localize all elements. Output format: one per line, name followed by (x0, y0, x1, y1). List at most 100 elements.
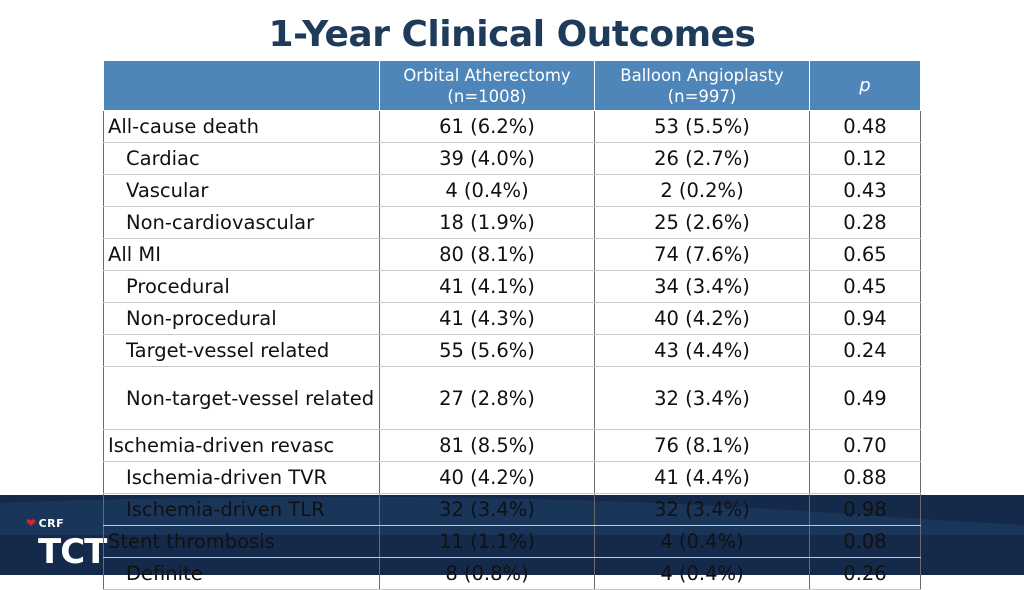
row-label: Target-vessel related (103, 334, 380, 367)
table-row: Ischemia-driven TVR 40 (4.2%) 41 (4.4%) 0.8… (103, 461, 921, 494)
row-label-text: Ischemia-driven TLR (126, 498, 325, 521)
cell-p-value: 0.24 (809, 334, 921, 367)
crf-logo-text: ❤ CRF (26, 516, 65, 530)
table-header: Orbital Atherectomy (n=1008) Balloon Ang… (103, 60, 921, 111)
row-label-text: All MI (108, 243, 161, 266)
row-label-text: Ischemia-driven TVR (126, 466, 328, 489)
cell-orbital-atherectomy: 41 (4.3%) (379, 302, 595, 335)
cell-balloon-angioplasty: 32 (3.4%) (594, 366, 810, 430)
row-label-text: Non-cardiovascular (126, 211, 315, 234)
cell-orbital-atherectomy: 40 (4.2%) (379, 461, 595, 494)
slide-title: 1-Year Clinical Outcomes (268, 14, 756, 55)
cell-p-value: 0.94 (809, 302, 921, 335)
cell-balloon-angioplasty: 25 (2.6%) (594, 206, 810, 239)
header-oa-n: (n=1008) (447, 86, 527, 106)
cell-p-value: 0.12 (809, 142, 921, 175)
cell-orbital-atherectomy: 81 (8.5%) (379, 429, 595, 462)
header-balloon-angioplasty: Balloon Angioplasty (n=997) (594, 60, 810, 111)
row-label: All-cause death (103, 110, 380, 143)
row-label: Vascular (103, 174, 380, 207)
table-row: Definite 8 (0.8%) 4 (0.4%) 0.26 (103, 557, 921, 590)
cell-orbital-atherectomy: 61 (6.2%) (379, 110, 595, 143)
cell-balloon-angioplasty: 32 (3.4%) (594, 493, 810, 526)
row-label: All MI (103, 238, 380, 271)
cell-p-value: 0.45 (809, 270, 921, 303)
cell-balloon-angioplasty: 76 (8.1%) (594, 429, 810, 462)
header-p-value: p (809, 60, 921, 111)
row-label-text: Non-procedural (126, 307, 277, 330)
row-label: Definite (103, 557, 380, 590)
cell-orbital-atherectomy: 18 (1.9%) (379, 206, 595, 239)
cell-balloon-angioplasty: 2 (0.2%) (594, 174, 810, 207)
table-row: Stent thrombosis 11 (1.1%) 4 (0.4%) 0.08 (103, 525, 921, 558)
row-label-text: Stent thrombosis (108, 530, 275, 553)
cell-p-value: 0.98 (809, 493, 921, 526)
cell-p-value: 0.08 (809, 525, 921, 558)
cell-p-value: 0.26 (809, 557, 921, 590)
row-label: Ischemia-driven revasc (103, 429, 380, 462)
row-label-text: Cardiac (126, 147, 200, 170)
cell-orbital-atherectomy: 55 (5.6%) (379, 334, 595, 367)
cell-orbital-atherectomy: 80 (8.1%) (379, 238, 595, 271)
row-label: Ischemia-driven TVR (103, 461, 380, 494)
row-label: Procedural (103, 270, 380, 303)
row-label: Stent thrombosis (103, 525, 380, 558)
header-ba-n: (n=997) (667, 86, 737, 106)
table-row: Non-target-vessel related 27 (2.8%) 32 (3.… (103, 366, 921, 430)
row-label-text: Vascular (126, 179, 209, 202)
row-label-text: Procedural (126, 275, 230, 298)
table-row: Ischemia-driven revasc 81 (8.5%) 76 (8.1%)… (103, 429, 921, 462)
cell-balloon-angioplasty: 40 (4.2%) (594, 302, 810, 335)
table-row: Non-procedural 41 (4.3%) 40 (4.2%) 0.94 (103, 302, 921, 335)
table-row: Non-cardiovascular 18 (1.9%) 25 (2.6%) 0.28 (103, 206, 921, 239)
crf-tct-logo: ❤ CRF TCT (22, 514, 112, 572)
cell-p-value: 0.70 (809, 429, 921, 462)
header-blank (103, 60, 380, 111)
table-row: Vascular 4 (0.4%) 2 (0.2%) 0.43 (103, 174, 921, 207)
tct-logo-text: TCT (38, 532, 107, 572)
row-label: Non-target-vessel related (103, 366, 380, 430)
cell-p-value: 0.49 (809, 366, 921, 430)
row-label: Ischemia-driven TLR (103, 493, 380, 526)
row-label-text: Ischemia-driven revasc (108, 434, 335, 457)
table-row: Cardiac 39 (4.0%) 26 (2.7%) 0.12 (103, 142, 921, 175)
cell-balloon-angioplasty: 34 (3.4%) (594, 270, 810, 303)
cell-p-value: 0.88 (809, 461, 921, 494)
cell-balloon-angioplasty: 4 (0.4%) (594, 557, 810, 590)
cell-balloon-angioplasty: 74 (7.6%) (594, 238, 810, 271)
cell-balloon-angioplasty: 53 (5.5%) (594, 110, 810, 143)
cell-orbital-atherectomy: 27 (2.8%) (379, 366, 595, 430)
cell-orbital-atherectomy: 39 (4.0%) (379, 142, 595, 175)
row-label-text: Target-vessel related (126, 339, 330, 362)
table-row: Target-vessel related 55 (5.6%) 43 (4.4%) 0… (103, 334, 921, 367)
table-row: Procedural 41 (4.1%) 34 (3.4%) 0.45 (103, 270, 921, 303)
row-label-text: Non-target-vessel related (126, 386, 375, 410)
cell-orbital-atherectomy: 4 (0.4%) (379, 174, 595, 207)
header-ba-name: Balloon Angioplasty (620, 65, 784, 85)
cell-p-value: 0.43 (809, 174, 921, 207)
table-body: All-cause death 61 (6.2%) 53 (5.5%) 0.48 Car… (103, 110, 921, 590)
row-label-text: Definite (126, 562, 203, 585)
row-label-text: All-cause death (108, 115, 259, 138)
cell-balloon-angioplasty: 4 (0.4%) (594, 525, 810, 558)
row-label: Non-procedural (103, 302, 380, 335)
table-row: Ischemia-driven TLR 32 (3.4%) 32 (3.4%) 0.9… (103, 493, 921, 526)
cell-orbital-atherectomy: 41 (4.1%) (379, 270, 595, 303)
cell-orbital-atherectomy: 11 (1.1%) (379, 525, 595, 558)
heart-icon: ❤ (26, 516, 37, 530)
cell-balloon-angioplasty: 43 (4.4%) (594, 334, 810, 367)
table-row: All-cause death 61 (6.2%) 53 (5.5%) 0.48 (103, 110, 921, 143)
cell-balloon-angioplasty: 26 (2.7%) (594, 142, 810, 175)
cell-p-value: 0.28 (809, 206, 921, 239)
header-oa-name: Orbital Atherectomy (403, 65, 571, 85)
outcomes-table: Orbital Atherectomy (n=1008) Balloon Ang… (103, 60, 921, 590)
cell-orbital-atherectomy: 32 (3.4%) (379, 493, 595, 526)
cell-p-value: 0.65 (809, 238, 921, 271)
header-orbital-atherectomy: Orbital Atherectomy (n=1008) (379, 60, 595, 111)
cell-p-value: 0.48 (809, 110, 921, 143)
cell-balloon-angioplasty: 41 (4.4%) (594, 461, 810, 494)
row-label: Non-cardiovascular (103, 206, 380, 239)
table-row: All MI 80 (8.1%) 74 (7.6%) 0.65 (103, 238, 921, 271)
row-label: Cardiac (103, 142, 380, 175)
cell-orbital-atherectomy: 8 (0.8%) (379, 557, 595, 590)
